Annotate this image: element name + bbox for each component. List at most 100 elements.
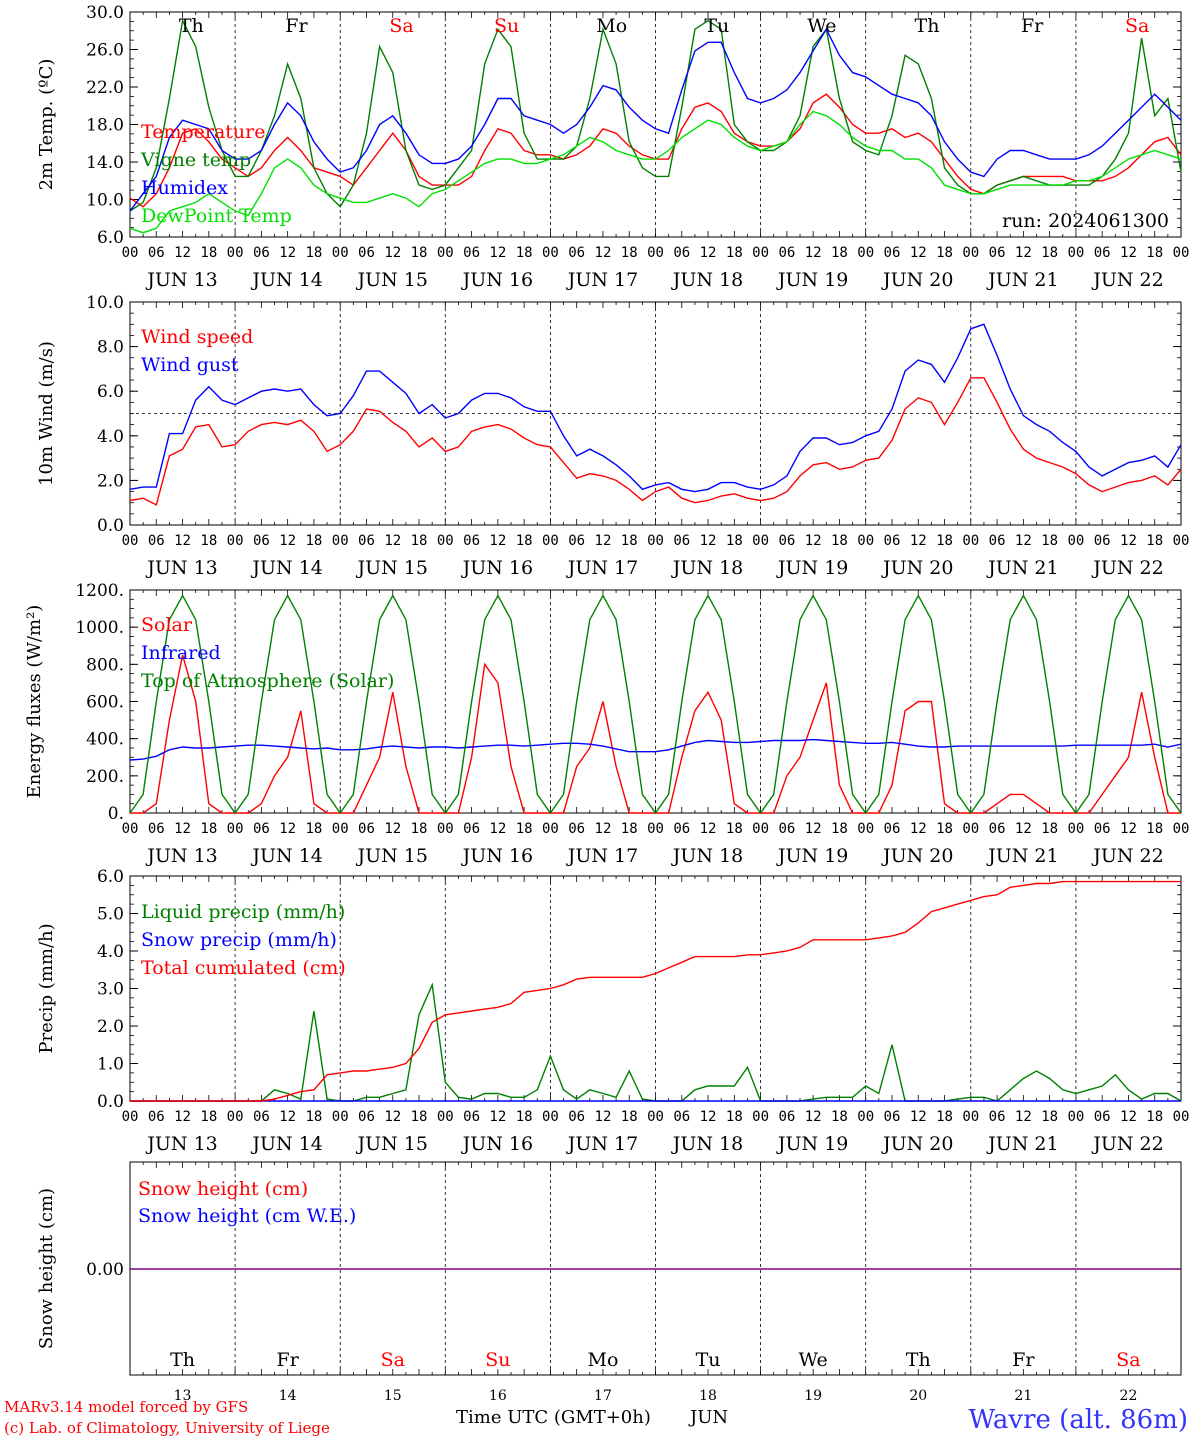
- hour-tick-label: 00: [752, 533, 769, 549]
- weekday-label: Tu: [704, 15, 729, 37]
- hour-tick-label: 12: [384, 245, 401, 261]
- weekday-label: Su: [485, 1349, 510, 1371]
- hour-tick-label: 18: [936, 533, 953, 549]
- hour-tick-label: 00: [332, 1109, 349, 1125]
- hour-tick-label: 00: [542, 821, 559, 837]
- y-tick-label: 1.0: [97, 1055, 124, 1075]
- hour-tick-label: 12: [174, 821, 191, 837]
- date-label: JUN 17: [566, 269, 638, 291]
- hour-tick-label: 18: [831, 245, 848, 261]
- hour-tick-label: 12: [805, 533, 822, 549]
- hour-tick-label: 12: [384, 1109, 401, 1125]
- hour-tick-label: 00: [122, 245, 139, 261]
- date-label: JUN 13: [145, 845, 217, 867]
- date-label: JUN 21: [986, 557, 1058, 579]
- y-tick-label: 6.0: [97, 228, 124, 248]
- hour-tick-label: 06: [778, 533, 795, 549]
- hour-tick-label: 12: [489, 821, 506, 837]
- hour-tick-label: 00: [437, 821, 454, 837]
- hour-tick-label: 12: [174, 1109, 191, 1125]
- hour-tick-label: 18: [1146, 533, 1163, 549]
- hour-tick-label: 18: [726, 1109, 743, 1125]
- hour-tick-label: 06: [884, 533, 901, 549]
- panel-4: 0.0 1.0 2.0 3.0 4.0 5.0 6.0 Precip (mm/h) Liquid…: [36, 867, 1189, 1155]
- hour-tick-label: 00: [1067, 245, 1084, 261]
- hour-tick-label: 06: [884, 1109, 901, 1125]
- date-label: JUN 14: [250, 845, 322, 867]
- hour-tick-label: 06: [358, 533, 375, 549]
- y-tick-label: 22.0: [86, 78, 124, 98]
- hour-tick-label: 00: [1067, 533, 1084, 549]
- date-label: JUN 14: [250, 269, 322, 291]
- hour-tick-label: 06: [253, 821, 270, 837]
- legend-entry: Vigne temp: [140, 149, 251, 171]
- hour-tick-label: 00: [437, 245, 454, 261]
- hour-tick-label: 12: [595, 533, 612, 549]
- hour-tick-label: 00: [752, 821, 769, 837]
- hour-tick-label: 18: [1146, 1109, 1163, 1125]
- hour-tick-label: 18: [411, 821, 428, 837]
- hour-tick-label: 06: [884, 821, 901, 837]
- hour-tick-label: 18: [726, 533, 743, 549]
- hour-tick-label: 06: [148, 821, 165, 837]
- y-tick-label: 10.0: [86, 191, 124, 211]
- hour-tick-label: 12: [910, 821, 927, 837]
- x-axis-label: Time UTC (GMT+0h): [456, 1407, 651, 1428]
- hour-tick-label: 18: [621, 821, 638, 837]
- hour-tick-label: 00: [227, 821, 244, 837]
- hour-tick-label: 06: [673, 533, 690, 549]
- hour-tick-label: 12: [910, 1109, 927, 1125]
- weekday-label: Mo: [587, 1349, 618, 1371]
- panel-1: 6.0 10.0 14.0 18.0 22.0 26.0 30.0 2m Temp. (ºC)…: [36, 3, 1189, 291]
- y-axis-title: Energy fluxes (W/m²): [24, 605, 45, 799]
- hour-tick-label: 00: [647, 533, 664, 549]
- hour-tick-label: 00: [857, 821, 874, 837]
- weekday-label: Sa: [381, 1349, 405, 1371]
- hour-tick-label: 12: [489, 245, 506, 261]
- y-axis-title: Precip (mm/h): [36, 923, 57, 1053]
- y-tick-label: 6.0: [97, 867, 124, 887]
- hour-tick-label: 18: [936, 821, 953, 837]
- hour-tick-label: 00: [437, 1109, 454, 1125]
- day-number-label: 17: [594, 1388, 612, 1404]
- date-label: JUN 21: [986, 269, 1058, 291]
- hour-tick-label: 12: [1015, 533, 1032, 549]
- date-label: JUN 15: [356, 269, 428, 291]
- hour-tick-label: 06: [778, 821, 795, 837]
- date-label: JUN 15: [356, 845, 428, 867]
- series-line-top-of-atmosphere-solar-: [129, 594, 1182, 815]
- hour-tick-label: 06: [463, 245, 480, 261]
- hour-tick-label: 00: [227, 245, 244, 261]
- hour-tick-label: 12: [700, 1109, 717, 1125]
- date-label: JUN 16: [461, 269, 533, 291]
- hour-tick-label: 06: [463, 821, 480, 837]
- hour-tick-label: 06: [148, 245, 165, 261]
- legend-entry: Humidex: [141, 177, 228, 199]
- legend-entry: Snow precip (mm/h): [141, 929, 337, 951]
- hour-tick-label: 06: [463, 533, 480, 549]
- hour-tick-label: 06: [1094, 1109, 1111, 1125]
- date-label: JUN 15: [356, 1133, 428, 1155]
- hour-tick-label: 18: [831, 533, 848, 549]
- panel-3: 0. 200. 400. 600. 800. 1000. 1200. Energy fluxe…: [24, 581, 1189, 867]
- weekday-label: Fr: [277, 1349, 300, 1371]
- series-line-dewpoint-temp: [129, 110, 1182, 234]
- hour-tick-label: 06: [568, 821, 585, 837]
- y-axis-title: Snow height (cm): [36, 1188, 57, 1349]
- hour-tick-label: 18: [200, 1109, 217, 1125]
- series-line-total-cumulated-cm-: [130, 880, 1181, 1102]
- hour-tick-label: 12: [1120, 245, 1137, 261]
- date-label: JUN 20: [881, 845, 953, 867]
- series-line-wind-speed: [129, 377, 1182, 506]
- y-tick-label: 1200.: [75, 581, 124, 601]
- weekday-label: Mo: [596, 15, 627, 37]
- hour-tick-label: 18: [1041, 245, 1058, 261]
- hour-tick-label: 18: [411, 1109, 428, 1125]
- weekday-label: Sa: [1125, 15, 1149, 37]
- hour-tick-label: 12: [384, 821, 401, 837]
- date-label: JUN 17: [566, 845, 638, 867]
- hour-tick-label: 18: [305, 1109, 322, 1125]
- hour-tick-label: 18: [200, 821, 217, 837]
- weekday-label: Fr: [1021, 15, 1044, 37]
